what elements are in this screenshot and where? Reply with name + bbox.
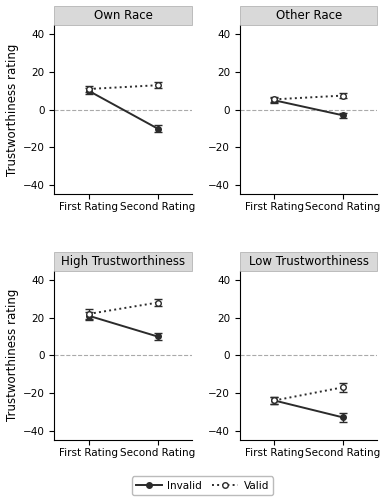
Y-axis label: Trustworthiness rating: Trustworthiness rating xyxy=(6,289,19,422)
Text: Low Trustworthiness: Low Trustworthiness xyxy=(249,254,369,268)
Y-axis label: Trustworthiness rating: Trustworthiness rating xyxy=(6,44,19,176)
Text: Other Race: Other Race xyxy=(275,9,342,22)
Text: Own Race: Own Race xyxy=(94,9,152,22)
Legend: Invalid, Valid: Invalid, Valid xyxy=(131,476,273,495)
Text: High Trustworthiness: High Trustworthiness xyxy=(61,254,185,268)
